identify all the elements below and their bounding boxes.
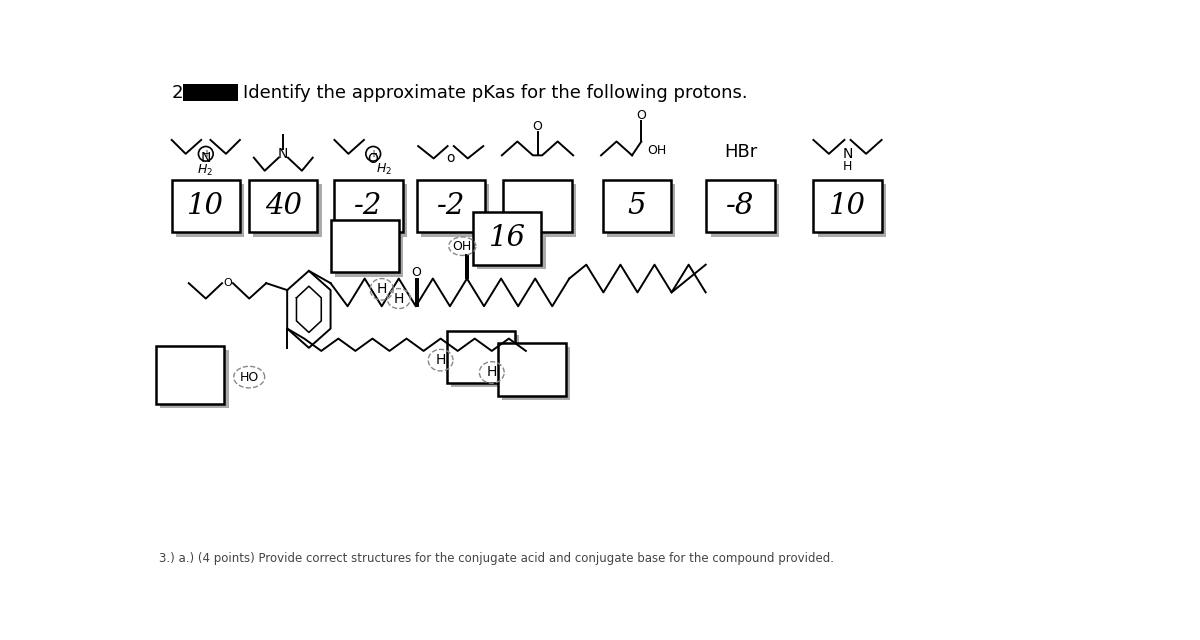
FancyBboxPatch shape [707,180,775,232]
FancyBboxPatch shape [710,184,779,237]
Text: HO: HO [240,371,259,383]
Text: OH: OH [452,240,472,253]
FancyBboxPatch shape [508,184,576,237]
Text: O: O [223,278,232,288]
Text: $H_2$: $H_2$ [197,163,214,179]
Text: OH: OH [647,144,666,157]
FancyBboxPatch shape [330,220,398,273]
Text: $H_2$: $H_2$ [376,162,392,177]
FancyBboxPatch shape [478,216,546,269]
FancyBboxPatch shape [814,180,882,232]
FancyBboxPatch shape [473,212,541,265]
Text: o: o [446,152,455,165]
Text: O: O [367,152,378,166]
FancyBboxPatch shape [335,180,403,232]
Text: 40: 40 [265,192,302,220]
Text: -2: -2 [354,192,383,220]
FancyBboxPatch shape [421,184,490,237]
FancyBboxPatch shape [161,350,229,408]
Text: 10: 10 [187,192,224,220]
Text: H: H [436,353,446,367]
Text: +: + [202,148,210,159]
Text: Identify the approximate pKas for the following protons.: Identify the approximate pKas for the fo… [242,84,748,102]
FancyBboxPatch shape [503,348,570,400]
Text: 10: 10 [829,192,866,220]
FancyBboxPatch shape [446,331,515,383]
FancyBboxPatch shape [602,180,671,232]
FancyBboxPatch shape [182,84,239,101]
Text: H: H [394,292,404,305]
Text: O: O [533,120,542,132]
Text: -2: -2 [437,192,464,220]
FancyBboxPatch shape [451,335,520,387]
Text: HBr: HBr [724,143,757,161]
FancyBboxPatch shape [250,180,317,232]
FancyBboxPatch shape [253,184,322,237]
Text: N: N [278,147,288,161]
Circle shape [198,147,214,161]
FancyBboxPatch shape [156,346,224,404]
Text: 16: 16 [488,225,526,253]
Text: -8: -8 [726,192,755,220]
FancyBboxPatch shape [607,184,676,237]
Text: N: N [200,152,211,165]
FancyBboxPatch shape [817,184,886,237]
FancyBboxPatch shape [176,184,244,237]
Text: O: O [636,109,647,122]
Text: O: O [410,266,421,279]
FancyBboxPatch shape [498,343,566,396]
Text: N: N [842,147,853,161]
FancyBboxPatch shape [504,180,571,232]
FancyBboxPatch shape [335,224,403,276]
FancyBboxPatch shape [172,180,240,232]
Text: H: H [486,365,497,380]
Text: H: H [842,161,852,173]
Text: 5: 5 [628,192,646,220]
Circle shape [366,147,380,161]
Text: +: + [370,148,377,159]
Text: H: H [377,282,386,296]
FancyBboxPatch shape [416,180,485,232]
Text: 3.) a.) (4 points) Provide correct structures for the conjugate acid and conjuga: 3.) a.) (4 points) Provide correct struc… [160,552,834,565]
FancyBboxPatch shape [338,184,407,237]
Text: 2.): 2.) [172,84,196,102]
Polygon shape [466,254,468,278]
